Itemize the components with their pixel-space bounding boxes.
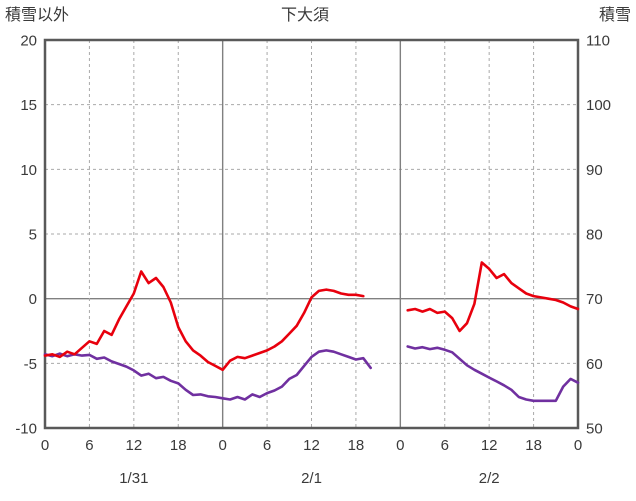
hour-tick-label: 0 [41, 437, 49, 454]
left-tick-label: 15 [20, 97, 37, 114]
hour-tick-label: 0 [574, 437, 582, 454]
hour-tick-label: 12 [125, 437, 142, 454]
hour-tick-label: 6 [85, 437, 93, 454]
left-tick-label: 20 [20, 33, 37, 50]
date-label: 2/2 [479, 470, 500, 487]
hour-tick-label: 6 [441, 437, 449, 454]
right-tick-label: 60 [586, 356, 603, 373]
left-axis-title: 積雪以外 [5, 6, 69, 24]
series-layer [43, 261, 580, 403]
right-tick-label: 50 [586, 421, 603, 438]
hour-tick-label: 0 [396, 437, 404, 454]
plot-border [43, 38, 580, 430]
hour-tick-label: 12 [303, 437, 320, 454]
left-tick-label: -5 [24, 356, 37, 373]
grid-layer [43, 38, 580, 430]
left-tick-label: 5 [29, 227, 37, 244]
left-tick-label: 0 [29, 291, 37, 308]
right-axis-title: 積雪 [599, 6, 631, 24]
left-tick-label: 10 [20, 162, 37, 179]
hour-tick-label: 6 [263, 437, 271, 454]
hour-tick-label: 0 [218, 437, 226, 454]
chart-title: 下大須 [281, 6, 329, 24]
right-tick-label: 90 [586, 162, 603, 179]
left-tick-label: -10 [15, 421, 37, 438]
hour-tick-label: 18 [170, 437, 187, 454]
right-tick-label: 80 [586, 227, 603, 244]
purple-line [43, 345, 580, 403]
date-label: 1/31 [119, 470, 148, 487]
red-line [43, 261, 580, 372]
right-tick-label: 100 [586, 97, 611, 114]
hour-tick-label: 12 [481, 437, 498, 454]
hour-tick-label: 18 [525, 437, 542, 454]
date-label: 2/1 [301, 470, 322, 487]
hour-tick-label: 18 [348, 437, 365, 454]
right-tick-label: 110 [586, 33, 610, 50]
right-tick-label: 70 [586, 291, 603, 308]
